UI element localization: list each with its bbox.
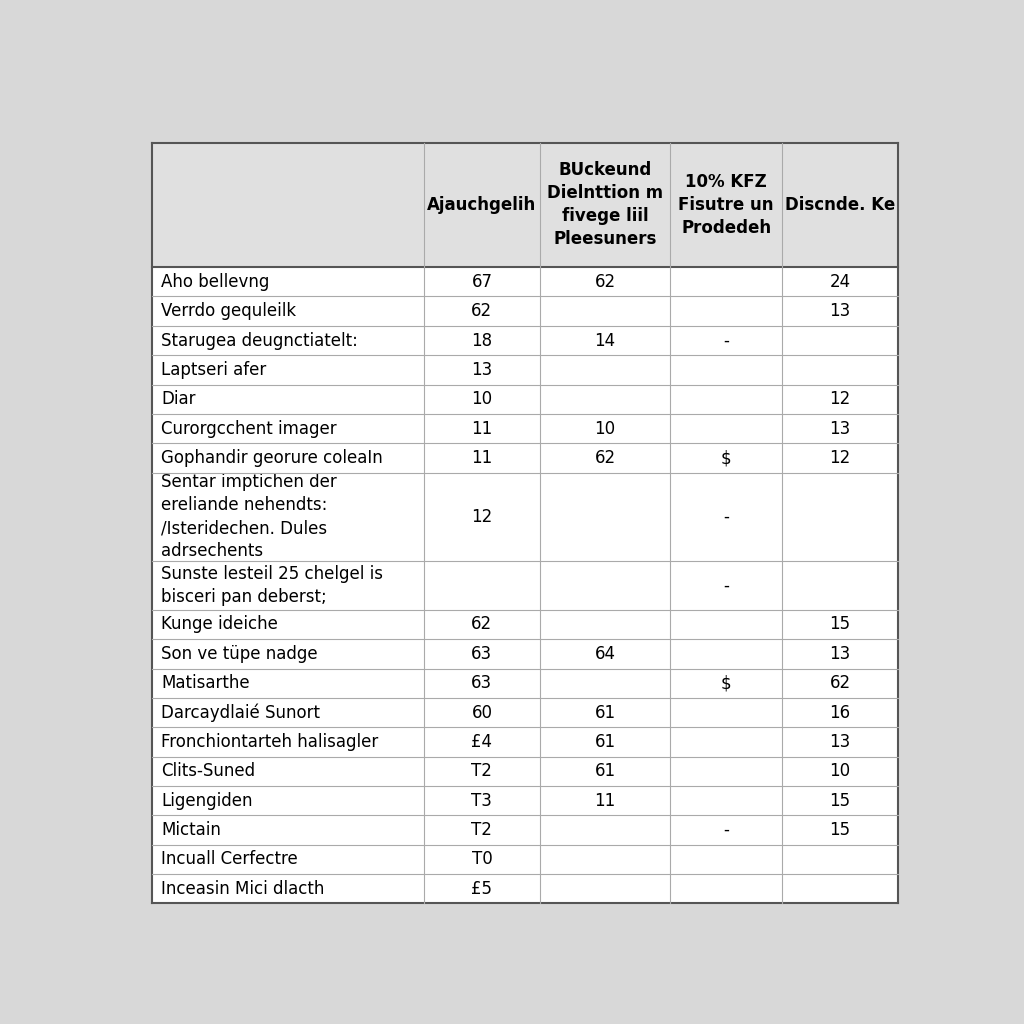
Text: 24: 24 — [829, 272, 851, 291]
Text: Mictain: Mictain — [162, 821, 221, 839]
Text: 13: 13 — [829, 420, 851, 437]
Text: Aho bellevng: Aho bellevng — [162, 272, 269, 291]
Text: 62: 62 — [594, 449, 615, 467]
Text: 11: 11 — [594, 792, 615, 810]
Text: Sentar imptichen der
ereliande nehendts:
/Isteridechen. Dules
adrsechents: Sentar imptichen der ereliande nehendts:… — [162, 473, 337, 560]
Text: 16: 16 — [829, 703, 851, 722]
Text: Fronchiontarteh halisagler: Fronchiontarteh halisagler — [162, 733, 379, 751]
Text: 10% KFZ
Fisutre un
Prodedeh: 10% KFZ Fisutre un Prodedeh — [679, 173, 774, 237]
Text: £4: £4 — [471, 733, 493, 751]
Text: T3: T3 — [471, 792, 493, 810]
Text: 67: 67 — [471, 272, 493, 291]
Text: £5: £5 — [471, 880, 493, 898]
Text: Diar: Diar — [162, 390, 196, 409]
Text: -: - — [723, 821, 729, 839]
Text: Verrdo gequleilk: Verrdo gequleilk — [162, 302, 297, 321]
Text: 18: 18 — [471, 332, 493, 349]
Text: 61: 61 — [594, 762, 615, 780]
Text: T2: T2 — [471, 762, 493, 780]
Text: 63: 63 — [471, 645, 493, 663]
Text: BUckeund
Dielnttion m
fivege liil
Pleesuners: BUckeund Dielnttion m fivege liil Pleesu… — [547, 162, 664, 248]
Text: 12: 12 — [471, 508, 493, 525]
Text: 13: 13 — [829, 645, 851, 663]
Text: $: $ — [721, 674, 731, 692]
Text: -: - — [723, 577, 729, 594]
Text: Laptseri afer: Laptseri afer — [162, 360, 266, 379]
Text: 12: 12 — [829, 449, 851, 467]
Text: 13: 13 — [829, 733, 851, 751]
Text: Curorgcchent imager: Curorgcchent imager — [162, 420, 337, 437]
Text: 13: 13 — [829, 302, 851, 321]
Text: 62: 62 — [471, 615, 493, 634]
Text: Ajauchgelih: Ajauchgelih — [427, 196, 537, 214]
Bar — [152, 142, 898, 267]
Text: 61: 61 — [594, 733, 615, 751]
Text: Kunge ideiche: Kunge ideiche — [162, 615, 279, 634]
Text: Sunste lesteil 25 chelgel is
bisceri pan deberst;: Sunste lesteil 25 chelgel is bisceri pan… — [162, 565, 383, 606]
Text: 10: 10 — [829, 762, 851, 780]
Text: 63: 63 — [471, 674, 493, 692]
Text: T0: T0 — [471, 850, 493, 868]
Text: 11: 11 — [471, 420, 493, 437]
Text: 60: 60 — [471, 703, 493, 722]
Text: 10: 10 — [471, 390, 493, 409]
Text: 62: 62 — [829, 674, 851, 692]
Text: $: $ — [721, 449, 731, 467]
Text: Incuall Cerfectre: Incuall Cerfectre — [162, 850, 298, 868]
Text: 15: 15 — [829, 615, 851, 634]
Text: Son ve tüpe nadge: Son ve tüpe nadge — [162, 645, 318, 663]
Text: 61: 61 — [594, 703, 615, 722]
Text: 13: 13 — [471, 360, 493, 379]
Text: Darcaydlaié Sunort: Darcaydlaié Sunort — [162, 703, 321, 722]
Text: Discnde. Ke: Discnde. Ke — [784, 196, 895, 214]
Text: Matisarthe: Matisarthe — [162, 674, 250, 692]
Text: T2: T2 — [471, 821, 493, 839]
Text: 15: 15 — [829, 792, 851, 810]
Text: Starugea deugnctiatelt:: Starugea deugnctiatelt: — [162, 332, 358, 349]
Text: 11: 11 — [471, 449, 493, 467]
Text: 62: 62 — [594, 272, 615, 291]
Text: Ligengiden: Ligengiden — [162, 792, 253, 810]
Text: 15: 15 — [829, 821, 851, 839]
Text: Gophandir georure coleaIn: Gophandir georure coleaIn — [162, 449, 383, 467]
Text: -: - — [723, 332, 729, 349]
Text: 64: 64 — [595, 645, 615, 663]
Text: 14: 14 — [594, 332, 615, 349]
Text: Clits-Suned: Clits-Suned — [162, 762, 255, 780]
Text: -: - — [723, 508, 729, 525]
Text: 62: 62 — [471, 302, 493, 321]
Text: Inceasin Mici dlacth: Inceasin Mici dlacth — [162, 880, 325, 898]
Text: 10: 10 — [594, 420, 615, 437]
Text: 12: 12 — [829, 390, 851, 409]
